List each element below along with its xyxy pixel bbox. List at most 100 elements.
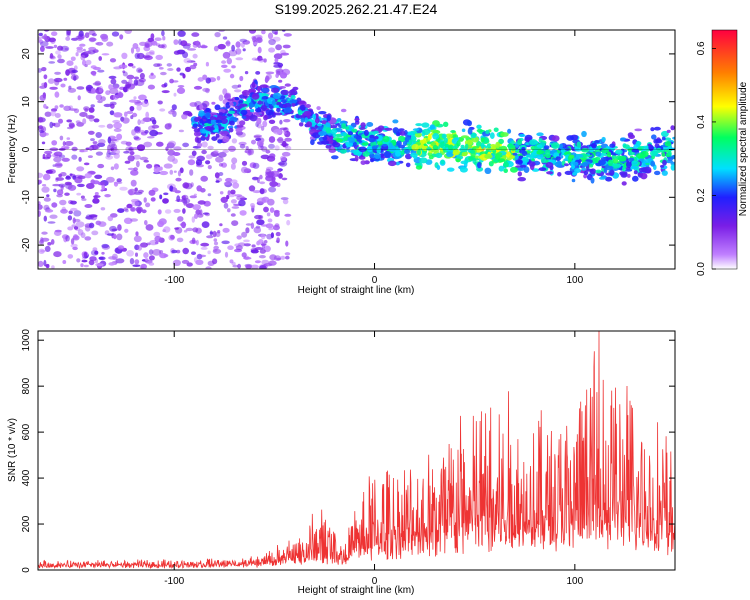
spectrogram-cell: [368, 137, 376, 143]
spectrogram-cell: [517, 138, 523, 146]
spectrogram-cell: [77, 95, 81, 101]
spectrogram-cell: [177, 216, 184, 222]
spectrogram-cell: [38, 260, 44, 267]
spectrogram-cell: [182, 142, 190, 148]
spectrogram-cell: [181, 259, 190, 264]
spectrogram-cell: [238, 199, 246, 207]
spectrogram-cell: [210, 119, 218, 125]
spectrogram-cell: [192, 227, 199, 233]
spectrogram-cell: [172, 158, 178, 165]
spectrogram-cell: [39, 85, 46, 89]
spectrogram-cell: [59, 199, 67, 206]
spectrogram-cell: [42, 173, 51, 181]
spectrogram-cell: [52, 122, 56, 127]
spectrogram-cell: [49, 55, 55, 59]
spectrogram-cell: [517, 159, 523, 165]
spectrogram-cell: [250, 264, 259, 269]
spectrogram-cell: [285, 255, 290, 260]
spectrogram-cell: [136, 105, 142, 111]
spectrogram-cell: [447, 144, 454, 151]
spectrogram-cell: [195, 159, 203, 166]
spectrogram-cell: [113, 163, 119, 170]
spectrogram-cell: [75, 221, 85, 228]
spectrogram-cell: [405, 162, 411, 168]
spectrogram-cell: [75, 52, 79, 57]
spectrogram-cell: [334, 138, 344, 143]
spectrogram-cell: [444, 143, 449, 148]
spectrogram-cell: [54, 105, 59, 110]
spectrogram-cell: [177, 30, 186, 37]
spectrogram-cell: [620, 172, 628, 178]
spectrogram-cell: [234, 89, 242, 93]
spectrogram-cell: [153, 231, 161, 237]
spectrogram-cell: [626, 161, 632, 168]
spectrogram-cell: [197, 200, 206, 205]
spectrogram-cell: [91, 87, 96, 94]
spectrogram-cell: [281, 151, 291, 157]
spectrogram-cell: [128, 99, 138, 103]
spectrogram-cell: [82, 118, 87, 125]
spectrogram-cell: [569, 154, 575, 159]
spectrogram-cell: [84, 64, 88, 68]
spectrogram-cell: [38, 179, 43, 184]
spectrogram-cell: [122, 86, 128, 93]
spectrogram-cell: [198, 110, 205, 117]
spectrogram-cell: [202, 132, 207, 137]
spectrogram-cell: [205, 266, 212, 269]
spectrogram-cell: [105, 155, 114, 160]
spectrogram-cell: [267, 218, 273, 223]
spectrogram-cell: [502, 155, 507, 159]
snr-series-line: [38, 331, 675, 570]
spectrogram-cell: [67, 184, 77, 191]
spectrogram-cell: [224, 251, 229, 258]
spectrogram-cell: [242, 40, 251, 45]
spectrogram-cell: [141, 100, 150, 108]
spectrogram-cell: [589, 163, 594, 168]
spectrogram-cell: [89, 146, 93, 151]
spectrogram-cell: [428, 133, 432, 140]
spectrogram-cell: [47, 221, 56, 224]
spectrogram-cell: [107, 215, 114, 222]
spectrogram-cell: [126, 250, 134, 257]
spectrogram-cell: [112, 86, 119, 90]
spectrogram-cell: [108, 141, 116, 148]
spectrogram-cell: [222, 136, 230, 143]
spectrogram-cell: [111, 31, 120, 37]
spectrogram-cell: [229, 120, 235, 126]
spectrogram-cell: [219, 223, 223, 227]
spectrogram-cell: [98, 56, 102, 61]
spectrogram-cell: [135, 252, 138, 257]
spectrogram-cell: [382, 135, 390, 143]
spectrogram-cell: [95, 263, 104, 267]
spectrogram-cell: [49, 121, 54, 129]
spectrogram-cell: [220, 118, 228, 124]
spectrogram-cell: [89, 37, 97, 42]
spectrogram-cell: [109, 110, 115, 116]
spectrogram-cell: [123, 207, 129, 211]
spectrogram-cell: [476, 128, 483, 133]
spectrogram-cell: [476, 124, 482, 129]
spectrogram-cell: [91, 33, 97, 37]
spectrogram-cell: [670, 164, 675, 171]
spectrogram-cell: [39, 94, 46, 101]
spectrogram-cell: [225, 102, 231, 109]
spectrogram-cell: [197, 77, 204, 82]
spectrogram-cell: [318, 131, 327, 136]
spectrogram-cell: [236, 124, 244, 128]
spectrogram-cell: [631, 160, 639, 166]
spectrogram-cell: [228, 127, 234, 133]
spectrogram-cell: [137, 69, 143, 73]
spectrogram-cell: [256, 140, 264, 147]
spectrogram-cell: [231, 138, 238, 144]
spectrogram-cell: [40, 237, 50, 242]
spectrogram-cell: [58, 118, 63, 124]
spectrogram-cell: [546, 171, 554, 175]
spectrogram-cell: [207, 250, 211, 255]
spectrogram-cell: [124, 111, 128, 117]
spectrogram-cell: [163, 163, 173, 169]
spectrogram-cell: [262, 120, 268, 128]
spectrogram-cell: [275, 212, 280, 217]
spectrogram-cell: [141, 209, 147, 214]
spectrogram-cell: [98, 139, 106, 145]
spectrogram-cell: [649, 145, 654, 152]
